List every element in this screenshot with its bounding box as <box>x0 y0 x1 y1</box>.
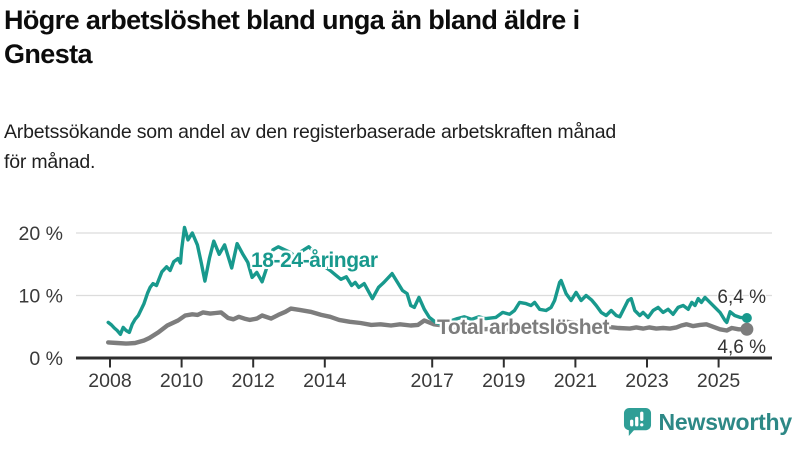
chart-subtitle-line-2: för månad. <box>4 151 96 173</box>
page-title: Högre arbetslöshet bland unga än bland ä… <box>4 3 796 71</box>
logo-exclamation-bar <box>639 411 643 421</box>
page-title-line-1: Högre arbetslöshet bland unga än bland ä… <box>4 5 580 35</box>
newsworthy-logo-text: Newsworthy <box>658 409 793 435</box>
x-tick-label-2023: 2023 <box>625 370 668 392</box>
y-tick-label-10: 10 % <box>19 286 63 308</box>
end-value-label-youth: 6,4 % <box>717 287 766 308</box>
x-tick-label-2012: 2012 <box>232 370 275 392</box>
logo-bar-1 <box>629 419 633 427</box>
y-tick-label-0: 0 % <box>29 348 63 370</box>
logo-exclamation-dot <box>639 423 643 427</box>
series-label-youth: 18-24-åringar <box>251 249 378 272</box>
page-title-line-2: Gnesta <box>4 39 93 69</box>
series-label-total: Total arbetslöshet <box>437 316 610 339</box>
newsworthy-speech-bubble-icon <box>623 408 651 437</box>
x-tick-label-2025: 2025 <box>697 370 741 392</box>
x-tick-label-2019: 2019 <box>482 370 525 392</box>
end-value-label-total: 4,6 % <box>717 337 766 358</box>
end-dot-youth <box>741 313 752 323</box>
x-tick-label-2017: 2017 <box>411 370 454 392</box>
x-tick-label-2014: 2014 <box>303 370 347 392</box>
newsworthy-logo[interactable]: Newsworthy <box>623 407 792 438</box>
series-line-total <box>106 306 750 346</box>
chart-subtitle-line-1: Arbetssökande som andel av den registerb… <box>4 121 617 143</box>
x-tick-label-2008: 2008 <box>88 370 131 392</box>
x-tick-label-2021: 2021 <box>554 370 597 392</box>
series-line-youth <box>106 225 749 336</box>
end-dot-total <box>740 322 754 336</box>
logo-bar-2 <box>634 416 638 427</box>
x-tick-label-2010: 2010 <box>160 370 204 392</box>
chart-subtitle: Arbetssökande som andel av den registerb… <box>4 117 796 177</box>
y-tick-label-20: 20 % <box>19 223 63 245</box>
